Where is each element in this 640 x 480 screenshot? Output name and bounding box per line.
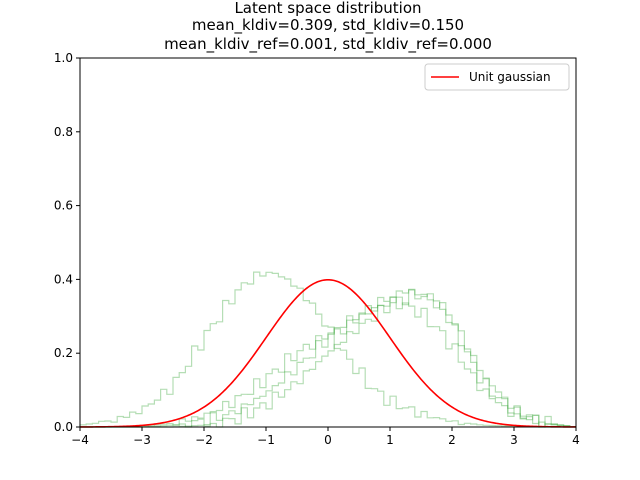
y-tick-label: 0.8 [54, 125, 73, 139]
legend-box [424, 63, 570, 91]
latent-histogram-4 [80, 288, 576, 428]
legend-label-unit-gaussian: Unit gaussian [469, 70, 551, 84]
y-axis: 0.0 0.2 0.4 0.6 0.8 1.0 [54, 51, 80, 434]
x-tick-label: −2 [195, 433, 213, 447]
unit-gaussian-curve [80, 278, 576, 428]
x-tick-label: 0 [324, 433, 332, 447]
y-tick-label: 0.2 [54, 346, 73, 360]
chart-title-line-3: mean_kldiv_ref=0.001, std_kldiv_ref=0.00… [164, 35, 492, 54]
x-tick-label: 2 [448, 433, 456, 447]
y-tick-label: 0.0 [54, 420, 73, 434]
chart-title: Latent space distribution mean_kldiv=0.3… [164, 0, 492, 54]
x-tick-label: 4 [572, 433, 580, 447]
x-tick-label: −1 [257, 433, 275, 447]
x-axis: −4 −3 −2 −1 0 1 2 3 4 [71, 427, 580, 447]
x-tick-label: 3 [510, 433, 518, 447]
y-tick-label: 0.4 [54, 272, 73, 286]
y-tick-label: 1.0 [54, 51, 73, 65]
x-tick-label: −3 [133, 433, 151, 447]
latent-histogram-1 [79, 271, 576, 428]
latent-histogram-2 [80, 296, 576, 428]
chart-title-line-1: Latent space distribution [234, 0, 421, 17]
chart-title-line-2: mean_kldiv=0.309, std_kldiv=0.150 [192, 16, 464, 35]
x-tick-label: −4 [71, 433, 89, 447]
y-tick-label: 0.6 [54, 199, 73, 213]
legend: Unit gaussian [424, 63, 570, 91]
x-tick-label: 1 [386, 433, 394, 447]
